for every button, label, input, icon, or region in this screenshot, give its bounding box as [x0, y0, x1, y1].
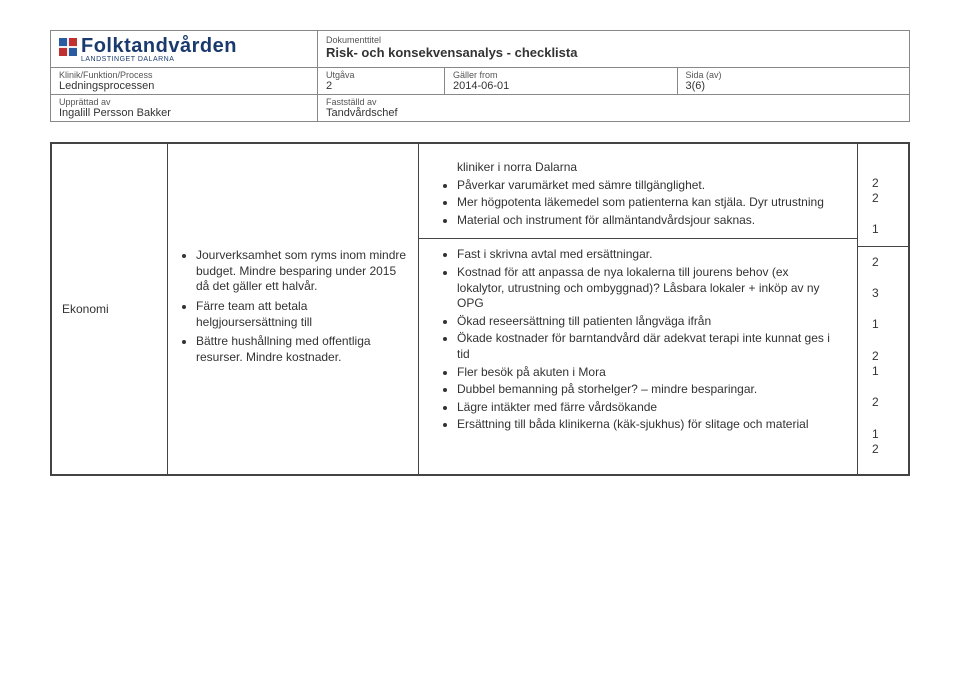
sida-value: 3(6) — [686, 80, 902, 92]
score-value — [872, 333, 894, 349]
list-item: Färre team att betala helgjoursersättnin… — [196, 299, 408, 330]
galler-value: 2014-06-01 — [453, 80, 669, 92]
faststalld-label: Fastställd av — [326, 97, 901, 107]
score-cell: 22 1 2 3 1 21 2 12 — [858, 143, 910, 475]
score-value — [872, 380, 894, 396]
risk-list-bottom: Fast i skrivna avtal med ersättningar. Ko… — [439, 247, 837, 433]
list-item: Lägre intäkter med färre vårdsökande — [457, 400, 837, 416]
galler-cell: Gäller from 2014-06-01 — [445, 68, 678, 94]
logo-icon — [59, 38, 77, 56]
doc-title-cell: Dokumenttitel Risk- och konsekvensanalys… — [318, 31, 909, 67]
upprattad-cell: Upprättad av Ingalill Persson Bakker — [51, 95, 318, 121]
utgava-value: 2 — [326, 80, 436, 92]
checklist-table: Ekonomi Jourverksamhet som ryms inom min… — [50, 142, 910, 476]
score-value: 2 — [872, 395, 894, 411]
list-item: Dubbel bemanning på storhelger? – mindre… — [457, 382, 837, 398]
category-label: Ekonomi — [62, 302, 109, 316]
logo-text: Folktandvården — [81, 35, 237, 58]
score-list-top: 22 1 — [868, 152, 898, 246]
list-item: Ersättning till båda klinikerna (käk-sju… — [457, 417, 837, 433]
score-value: 3 — [872, 286, 894, 302]
score-value: 2 — [872, 191, 894, 207]
list-item: Bättre hushållning med offentliga resurs… — [196, 334, 408, 365]
list-item: Fast i skrivna avtal med ersättningar. — [457, 247, 837, 263]
klinik-label: Klinik/Funktion/Process — [59, 70, 309, 80]
sida-cell: Sida (av) 3(6) — [678, 68, 910, 94]
positive-list: Jourverksamhet som ryms inom mindre budg… — [178, 248, 408, 365]
document-header: Folktandvården LANDSTINGET DALARNA Dokum… — [50, 30, 910, 122]
score-value — [872, 271, 894, 287]
list-item: Påverkar varumärket med sämre tillgängli… — [457, 178, 837, 194]
list-item: Ökade kostnader för barntandvård där ade… — [457, 331, 837, 362]
klinik-value: Ledningsprocessen — [59, 80, 309, 92]
category-cell: Ekonomi — [51, 143, 168, 475]
sida-label: Sida (av) — [686, 70, 902, 80]
doktitel-value: Risk- och konsekvensanalys - checklista — [326, 45, 901, 60]
utgava-cell: Utgåva 2 — [318, 68, 445, 94]
score-value: 2 — [872, 442, 894, 458]
score-value: 1 — [872, 317, 894, 333]
upprattad-label: Upprättad av — [59, 97, 309, 107]
table-row: Ekonomi Jourverksamhet som ryms inom min… — [51, 143, 909, 475]
score-value: 2 — [872, 255, 894, 271]
score-value — [872, 160, 894, 176]
score-list-bottom: 2 3 1 21 2 12 — [868, 247, 898, 466]
score-value: 2 — [872, 176, 894, 192]
risk-list-top: kliniker i norra Dalarna Påverkar varumär… — [439, 160, 837, 228]
risk-cell: kliniker i norra Dalarna Påverkar varumär… — [419, 143, 858, 475]
galler-label: Gäller from — [453, 70, 669, 80]
klinik-cell: Klinik/Funktion/Process Ledningsprocesse… — [51, 68, 318, 94]
score-value: 1 — [872, 364, 894, 380]
score-value: 1 — [872, 222, 894, 238]
list-item: kliniker i norra Dalarna — [457, 160, 837, 176]
logo-subtitle: LANDSTINGET DALARNA — [81, 56, 309, 63]
logo-cell: Folktandvården LANDSTINGET DALARNA — [51, 31, 318, 67]
list-item: Jourverksamhet som ryms inom mindre budg… — [196, 248, 408, 295]
list-item: Material och instrument för allmäntandvå… — [457, 213, 837, 229]
list-item: Fler besök på akuten i Mora — [457, 365, 837, 381]
score-value — [872, 207, 894, 223]
score-value — [872, 302, 894, 318]
score-value: 1 — [872, 427, 894, 443]
score-value: 2 — [872, 349, 894, 365]
positive-cell: Jourverksamhet som ryms inom mindre budg… — [168, 143, 419, 475]
list-item: Kostnad för att anpassa de nya lokalerna… — [457, 265, 837, 312]
upprattad-value: Ingalill Persson Bakker — [59, 107, 309, 119]
faststalld-value: Tandvårdschef — [326, 107, 901, 119]
doktitel-label: Dokumenttitel — [326, 35, 901, 45]
utgava-label: Utgåva — [326, 70, 436, 80]
score-value — [872, 411, 894, 427]
list-item: Ökad reseersättning till patienten långv… — [457, 314, 837, 330]
list-item: Mer högpotenta läkemedel som patienterna… — [457, 195, 837, 211]
faststalld-cell: Fastställd av Tandvårdschef — [318, 95, 909, 121]
